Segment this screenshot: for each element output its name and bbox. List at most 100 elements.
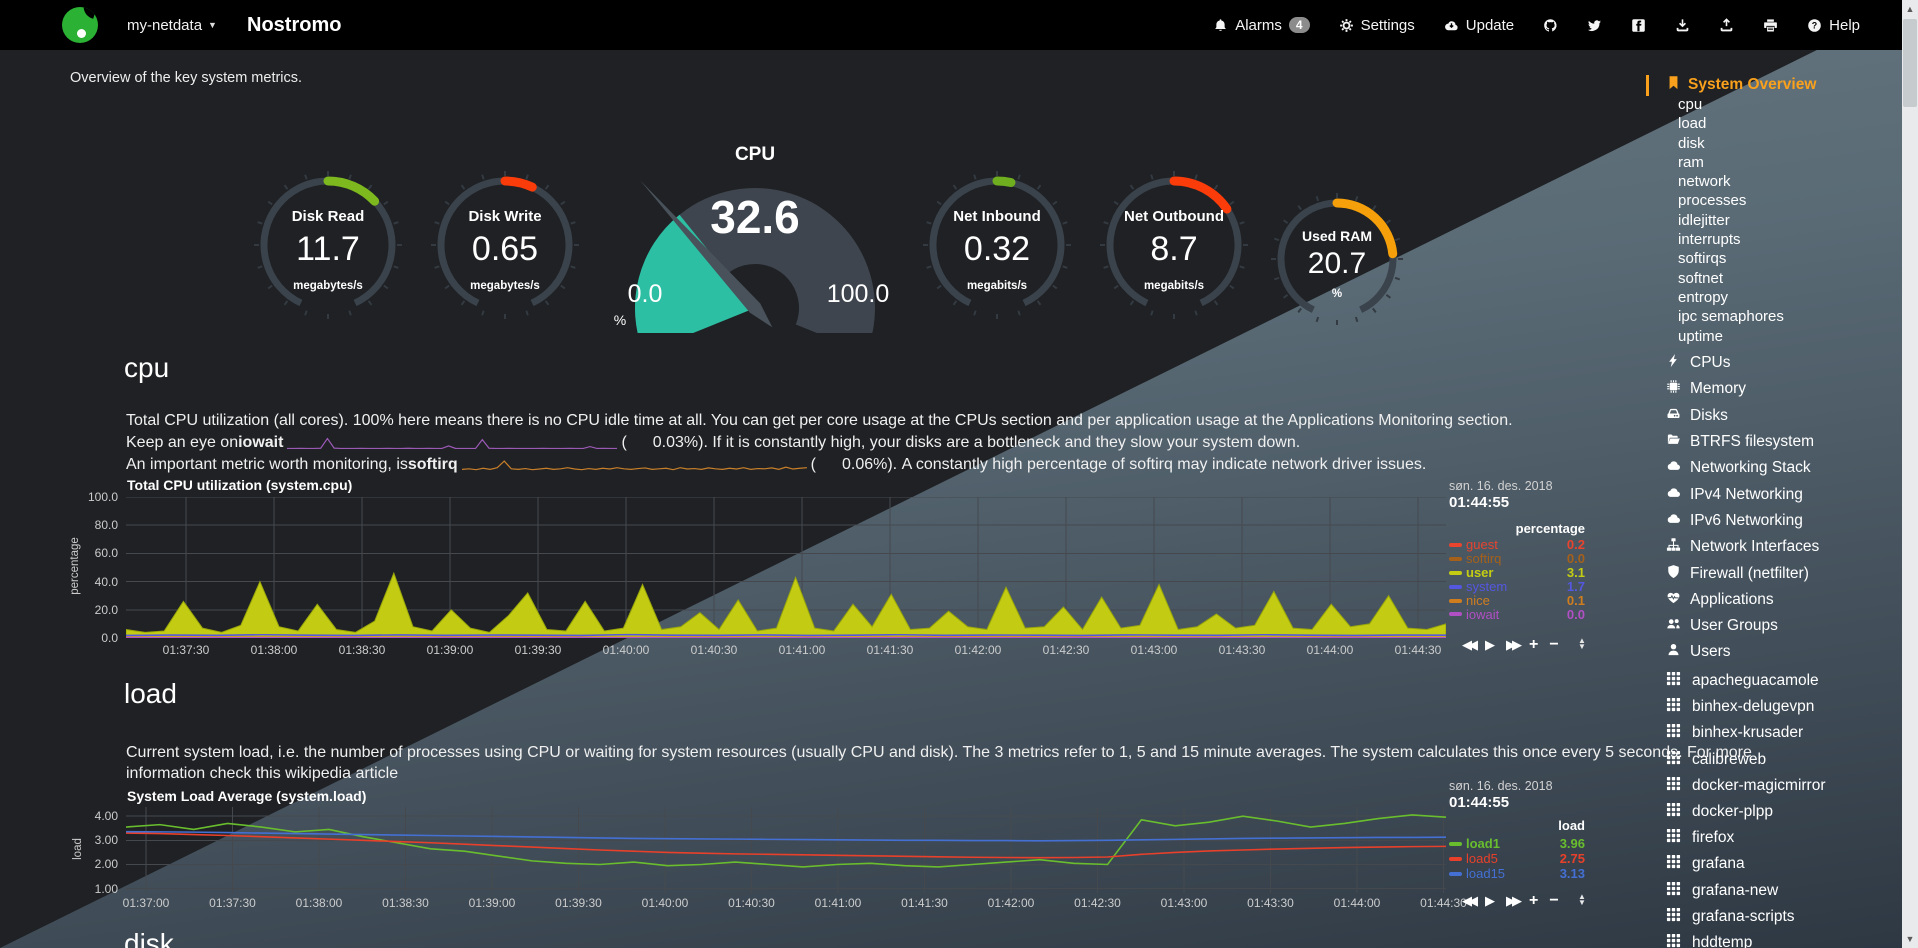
section-icon — [1666, 406, 1681, 426]
sidebar-link[interactable]: interrupts — [1678, 231, 1741, 249]
legend-entry[interactable]: softirq 0.0 — [1449, 551, 1585, 566]
sidebar-app-item[interactable]: firefox — [1666, 825, 1826, 851]
pan-backward-button[interactable]: ◀◀ — [1462, 893, 1478, 908]
sidebar-link[interactable]: softirqs — [1678, 250, 1727, 268]
netdata-logo[interactable] — [62, 7, 98, 43]
legend-swatch — [1449, 598, 1462, 603]
scroll-down-arrow[interactable]: ▼ — [1905, 934, 1915, 944]
sidebar-section-item[interactable]: Disks — [1666, 403, 1819, 429]
gauge-value: 0.32 — [963, 230, 1031, 268]
zoom-out-button[interactable]: − — [1549, 892, 1559, 909]
sidebar-link[interactable]: softnet — [1678, 269, 1724, 287]
sidebar-link[interactable]: uptime — [1678, 327, 1724, 345]
gauge-unit: megabits/s — [1143, 280, 1205, 292]
help-button[interactable]: ? Help — [1807, 17, 1860, 34]
gauge-net-outbound[interactable]: Net Outbound 8.7 megabits/s — [1089, 160, 1259, 330]
sidebar-link[interactable]: ipc semaphores — [1678, 308, 1784, 326]
legend-entry[interactable]: load15 3.13 — [1449, 866, 1585, 881]
zoom-in-button[interactable]: + — [1529, 892, 1539, 909]
pan-forward-button[interactable]: ▶▶ — [1506, 637, 1522, 652]
legend-entry[interactable]: load1 3.96 — [1449, 836, 1585, 851]
gauge-used-ram[interactable]: Used RAM 20.7 % — [1262, 184, 1412, 334]
hostname[interactable]: Nostromo — [247, 13, 342, 36]
legend-entry[interactable]: iowait 0.0 — [1449, 607, 1585, 622]
navbar-tool-button[interactable] — [1719, 17, 1734, 33]
legend-entry[interactable]: user 3.1 — [1449, 565, 1585, 580]
x-tick-label: 01:43:00 — [1130, 643, 1178, 657]
sidebar-section-item[interactable]: Firewall (netfilter) — [1666, 560, 1819, 586]
logo-dot — [77, 29, 86, 38]
play-button[interactable]: ▶ — [1485, 637, 1495, 652]
legend-swatch — [1449, 556, 1462, 561]
load-chart-resize-handle[interactable]: ▲ ▼ — [1578, 892, 1586, 907]
sidebar-app-item[interactable]: apacheguacamole — [1666, 668, 1826, 694]
tool-icon — [1763, 18, 1778, 33]
sidebar-item-system-overview[interactable]: System Overview — [1666, 75, 1816, 95]
sidebar-app-item[interactable]: docker-magicmirror — [1666, 773, 1826, 799]
sidebar-link[interactable]: network — [1678, 173, 1731, 191]
page-scrollbar[interactable]: ▲ ▼ — [1902, 0, 1918, 948]
sidebar-section-item[interactable]: Memory — [1666, 376, 1819, 402]
legend-units-header: percentage — [1515, 521, 1585, 536]
gauge-unit: megabits/s — [966, 280, 1028, 292]
pan-backward-button[interactable]: ◀◀ — [1462, 637, 1478, 652]
section-icon — [1666, 458, 1681, 478]
sidebar-link[interactable]: load — [1678, 115, 1707, 133]
sidebar-link[interactable]: idlejitter — [1678, 211, 1730, 229]
sidebar-section-item[interactable]: IPv4 Networking — [1666, 481, 1819, 507]
sidebar-app-item[interactable]: hddtemp — [1666, 930, 1826, 948]
legend-entry[interactable]: system 1.7 — [1449, 579, 1585, 594]
navbar-tool-button[interactable] — [1587, 18, 1602, 33]
gauge-net-inbound[interactable]: Net Inbound 0.32 megabits/s — [912, 160, 1082, 330]
pan-forward-button[interactable]: ▶▶ — [1506, 893, 1522, 908]
sidebar-section-item[interactable]: IPv6 Networking — [1666, 508, 1819, 534]
sidebar-link[interactable]: ram — [1678, 153, 1704, 171]
sidebar-link[interactable]: cpu — [1678, 96, 1703, 113]
sidebar-app-item[interactable]: grafana-scripts — [1666, 904, 1826, 930]
load-chart-plot[interactable] — [126, 807, 1446, 893]
sidebar-app-item[interactable]: docker-plpp — [1666, 799, 1826, 825]
navbar-tool-button[interactable] — [1543, 18, 1558, 33]
sidebar-section-item[interactable]: Networking Stack — [1666, 455, 1819, 481]
sidebar-apps: apacheguacamole binhex-delugevpn binhex-… — [1666, 668, 1826, 948]
navbar-tool-button[interactable] — [1631, 18, 1646, 33]
cpu-chart-plot[interactable] — [126, 497, 1446, 638]
sidebar-section-label: Firewall (netfilter) — [1690, 564, 1809, 582]
legend-entry[interactable]: guest 0.2 — [1449, 537, 1585, 552]
update-button[interactable]: Update — [1444, 17, 1514, 34]
sidebar-section-label: BTRFS filesystem — [1690, 433, 1815, 451]
alarms-button[interactable]: Alarms 4 — [1213, 17, 1310, 34]
gauge-disk-write[interactable]: Disk Write 0.65 megabytes/s — [420, 160, 590, 330]
sidebar-app-item[interactable]: binhex-krusader — [1666, 720, 1826, 746]
my-netdata-menu[interactable]: my-netdata ▼ — [127, 0, 217, 50]
x-tick-label: 01:40:00 — [602, 643, 650, 657]
gauge-cpu[interactable]: CPU 32.6 0.0 100.0 % — [600, 128, 910, 353]
gauge-disk-read[interactable]: Disk Read 11.7 megabytes/s — [243, 160, 413, 330]
sidebar-section-item[interactable]: BTRFS filesystem — [1666, 429, 1819, 455]
sidebar-app-item[interactable]: grafana-new — [1666, 878, 1826, 904]
sidebar-section-item[interactable]: Applications — [1666, 587, 1819, 613]
scroll-up-arrow[interactable]: ▲ — [1905, 4, 1915, 14]
sidebar-link[interactable]: entropy — [1678, 288, 1729, 306]
load-desc-line2[interactable]: information check this wikipedia article — [126, 765, 399, 782]
sidebar-link[interactable]: processes — [1678, 192, 1747, 210]
legend-entry[interactable]: nice 0.1 — [1449, 593, 1585, 608]
scrollbar-thumb[interactable] — [1903, 19, 1917, 107]
sidebar-app-item[interactable]: binhex-delugevpn — [1666, 694, 1826, 720]
sidebar-section-item[interactable]: Network Interfaces — [1666, 534, 1819, 560]
sidebar-link[interactable]: disk — [1678, 134, 1705, 152]
legend-entry[interactable]: load5 2.75 — [1449, 851, 1585, 866]
play-button[interactable]: ▶ — [1485, 893, 1495, 908]
settings-button[interactable]: Settings — [1339, 17, 1415, 34]
cpu-chart-resize-handle[interactable]: ▲ ▼ — [1578, 636, 1586, 651]
sidebar-section-item[interactable]: User Groups — [1666, 613, 1819, 639]
sidebar-section-item[interactable]: CPUs — [1666, 350, 1819, 376]
sidebar-app-item[interactable]: grafana — [1666, 851, 1826, 877]
sidebar-app-item[interactable]: calibreweb — [1666, 747, 1826, 773]
zoom-out-button[interactable]: − — [1549, 636, 1559, 653]
cpu-gauge-max: 100.0 — [826, 280, 890, 308]
navbar-tool-button[interactable] — [1763, 18, 1778, 33]
sidebar-section-item[interactable]: Users — [1666, 639, 1819, 665]
navbar-tool-button[interactable] — [1675, 18, 1690, 33]
zoom-in-button[interactable]: + — [1529, 636, 1539, 653]
